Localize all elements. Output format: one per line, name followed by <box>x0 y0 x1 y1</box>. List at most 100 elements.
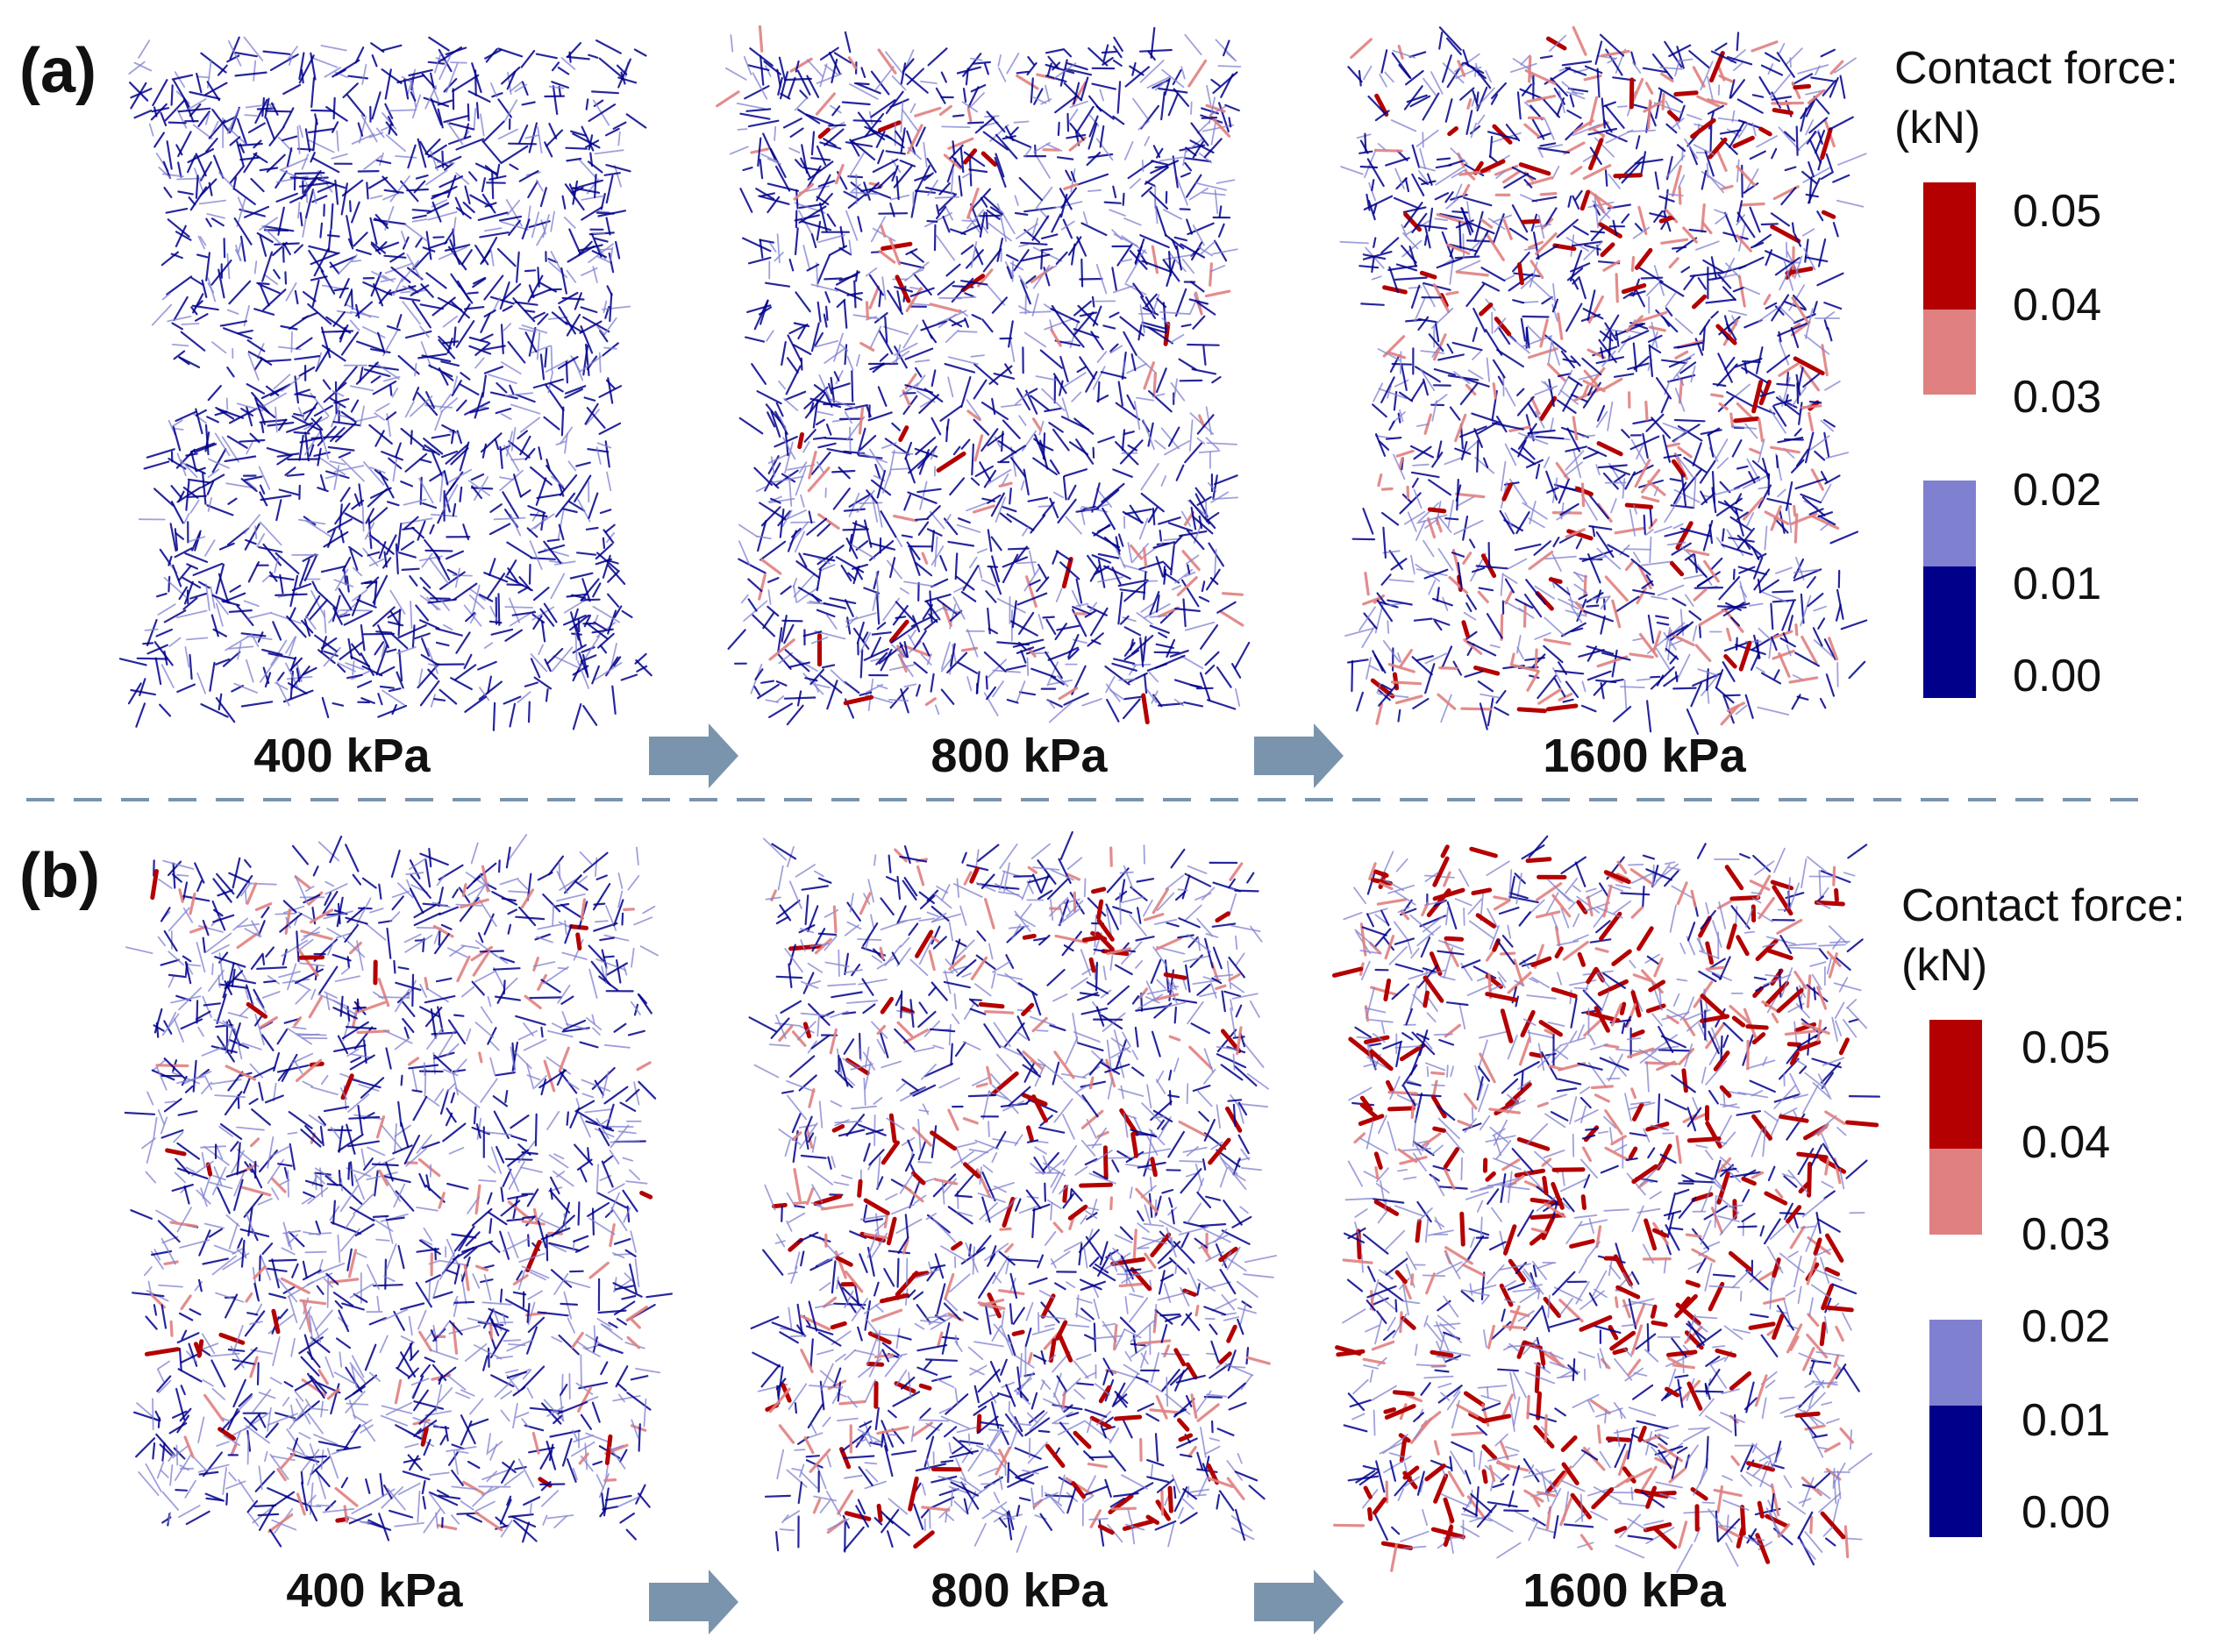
contact-force-segment <box>897 653 914 677</box>
contact-force-segment <box>1744 423 1758 439</box>
contact-force-segment <box>1758 579 1779 594</box>
contact-force-segment <box>198 199 227 205</box>
contact-force-segment <box>247 351 267 362</box>
contact-force-segment <box>798 203 824 210</box>
contact-force-segment <box>389 1509 414 1519</box>
contact-force-segment <box>1700 61 1714 91</box>
contact-force-segment <box>1142 418 1155 451</box>
contact-force-segment <box>411 214 427 219</box>
contact-force-segment <box>482 345 506 351</box>
contact-force-segment <box>1809 435 1830 451</box>
contact-force-segment <box>339 324 349 340</box>
contact-force-segment <box>1363 612 1378 630</box>
contact-force-segment <box>1161 317 1171 327</box>
contact-force-segment <box>1143 571 1147 601</box>
contact-force-segment <box>459 441 470 472</box>
contact-force-segment <box>1045 84 1051 103</box>
contact-force-segment <box>1693 475 1697 509</box>
contact-force-segment <box>509 597 520 623</box>
contact-force-segment <box>559 1384 568 1396</box>
contact-force-segment <box>185 98 207 111</box>
legend-tick: 0.02 <box>2013 465 2101 516</box>
contact-force-segment <box>1178 530 1208 538</box>
contact-force-segment <box>1434 192 1450 201</box>
contact-force-segment <box>1191 515 1214 535</box>
contact-force-segment <box>509 81 524 93</box>
contact-force-segment <box>987 494 1002 504</box>
contact-force-segment <box>304 189 315 219</box>
contact-force-segment <box>1808 176 1813 204</box>
contact-force-segment <box>1570 166 1583 175</box>
contact-force-segment <box>1764 525 1768 551</box>
contact-force-segment <box>450 429 455 445</box>
contact-force-segment <box>892 604 909 626</box>
contact-force-segment <box>1076 173 1109 186</box>
contact-force-segment <box>1630 438 1646 466</box>
contact-force-segment <box>899 642 908 659</box>
contact-force-segment <box>1374 93 1389 117</box>
contact-force-segment <box>196 72 203 94</box>
contact-force-segment <box>1150 26 1156 59</box>
contact-force-segment <box>896 290 902 312</box>
contact-force-segment <box>1489 135 1494 159</box>
contact-force-segment <box>391 387 399 398</box>
contact-force-segment <box>1119 615 1130 625</box>
contact-force-segment <box>1030 514 1046 534</box>
contact-force-segment <box>518 170 539 182</box>
contact-force-segment <box>1063 468 1088 478</box>
contact-force-segment <box>818 374 832 403</box>
legend-title-a: Contact force: <box>1894 43 2178 94</box>
contact-force-segment <box>1079 356 1095 380</box>
contact-force-segment <box>909 629 916 640</box>
contact-force-segment <box>1566 427 1581 452</box>
contact-force-segment <box>725 67 747 81</box>
contact-force-segment <box>1531 196 1558 203</box>
contact-force-segment <box>403 516 419 530</box>
contact-force-segment <box>490 82 498 98</box>
contact-force-segment <box>1534 385 1558 395</box>
contact-force-segment <box>1388 579 1415 583</box>
contact-force-segment <box>941 602 952 627</box>
contact-force-segment <box>442 623 453 630</box>
contact-force-segment <box>1356 691 1365 712</box>
contact-force-segment <box>1051 304 1066 325</box>
contact-force-segment <box>1032 264 1051 289</box>
contact-force-segment <box>605 164 631 173</box>
contact-force-segment <box>810 233 817 249</box>
contact-force-segment <box>1149 624 1170 634</box>
contact-force-segment <box>1438 31 1444 50</box>
contact-force-segment <box>1436 257 1463 269</box>
contact-force-segment <box>172 419 183 427</box>
contact-force-segment <box>1465 383 1477 396</box>
contact-force-segment <box>1562 698 1574 703</box>
contact-force-segment <box>298 1432 311 1440</box>
contact-force-segment <box>178 586 189 601</box>
contact-force-segment <box>950 643 956 667</box>
contact-force-segment <box>1091 531 1121 549</box>
contact-force-segment <box>355 416 378 423</box>
contact-force-segment <box>1416 514 1448 524</box>
contact-force-segment <box>1694 586 1724 589</box>
contact-force-segment <box>385 1402 412 1416</box>
contact-force-segment <box>915 374 926 389</box>
contact-force-segment <box>790 527 802 538</box>
contact-force-segment <box>195 153 207 177</box>
contact-force-segment <box>1451 341 1483 352</box>
contact-force-segment <box>949 477 966 496</box>
contact-force-segment <box>1378 693 1409 699</box>
contact-force-segment <box>396 74 425 84</box>
contact-force-segment <box>867 678 874 712</box>
contact-force-segment <box>1771 294 1790 322</box>
contact-force-segment <box>282 135 298 142</box>
contact-force-segment <box>878 330 894 355</box>
contact-force-segment <box>1502 218 1513 240</box>
contact-force-segment <box>1387 351 1407 360</box>
contact-force-segment <box>1526 94 1557 103</box>
contact-force-segment <box>1480 267 1506 282</box>
contact-force-segment <box>938 182 952 196</box>
contact-force-segment <box>934 704 940 716</box>
contact-force-segment <box>914 189 937 194</box>
contact-force-segment <box>1201 580 1206 593</box>
contact-force-segment <box>1571 240 1603 247</box>
contact-force-segment <box>816 145 827 166</box>
